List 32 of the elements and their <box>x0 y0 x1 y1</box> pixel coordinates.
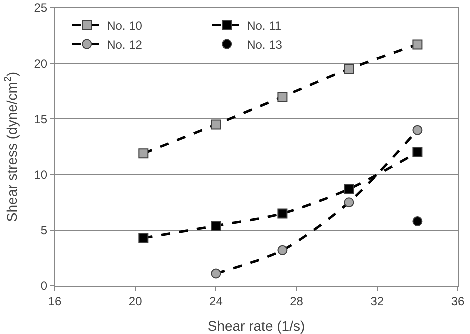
point <box>278 92 288 102</box>
x-tick-label: 20 <box>128 294 143 308</box>
x-tick-label: 32 <box>370 294 384 308</box>
legend-label: No. 12 <box>107 38 143 52</box>
point <box>278 245 288 256</box>
y-tick-label: 10 <box>34 168 48 182</box>
x-tick-label: 36 <box>451 294 465 308</box>
x-axis-title: Shear rate (1/s) <box>208 318 306 334</box>
legend-label: No. 10 <box>107 18 143 33</box>
y-tick-label: 5 <box>40 224 48 238</box>
point <box>278 208 288 219</box>
y-tick-label: 15 <box>34 112 48 126</box>
point <box>412 125 423 136</box>
x-tick-label: 16 <box>48 294 62 308</box>
x-tick-label: 28 <box>290 294 304 308</box>
y-tick-label: 0 <box>40 279 48 294</box>
point <box>412 148 423 158</box>
point <box>344 198 354 208</box>
legend-label: No. 13 <box>247 38 283 52</box>
y-tick-label: 25 <box>34 1 48 16</box>
point <box>412 216 423 226</box>
legend-label: No. 11 <box>247 18 282 33</box>
y-tick-label: 20 <box>34 56 48 71</box>
point <box>412 40 423 50</box>
x-tick-label: 24 <box>210 294 224 308</box>
point <box>344 64 354 74</box>
point <box>138 148 149 159</box>
point <box>211 268 222 279</box>
point <box>211 220 222 231</box>
point <box>344 184 354 194</box>
point <box>211 120 222 130</box>
point <box>138 233 149 244</box>
